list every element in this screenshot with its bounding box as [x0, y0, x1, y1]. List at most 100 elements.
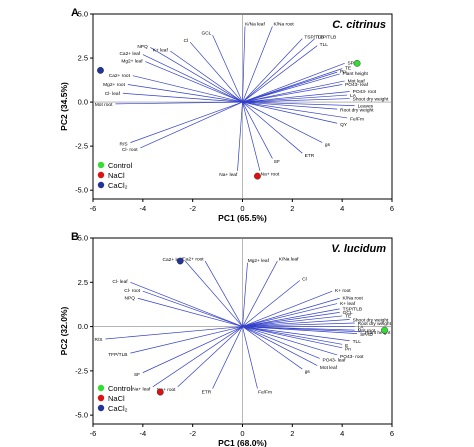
legend-label: CaCl₂: [108, 404, 128, 413]
loading-vector: [242, 73, 340, 103]
vector-label: SF: [274, 159, 280, 165]
y-tick-label: -2.5: [75, 142, 88, 151]
y-tick-label: 2.5: [78, 278, 88, 287]
panel-label: B: [71, 231, 79, 243]
loading-vector: [105, 326, 243, 340]
loading-vector: [242, 326, 338, 356]
loading-vector: [130, 101, 243, 143]
vector-label: PO43- leaf: [345, 82, 369, 88]
vector-label: Shoot dry weight: [353, 96, 389, 102]
loading-vector: [242, 326, 343, 349]
vector-label: Ca2+ leaf: [163, 257, 184, 263]
vector-label: PO43- root: [340, 354, 364, 360]
vector-label: Pn: [340, 69, 346, 75]
loading-vector: [242, 326, 258, 389]
legend-label: NaCl: [108, 171, 125, 180]
legend-marker: [97, 384, 105, 392]
pca-panel-a: A C. citrinus -6 -4 -2 0 2 4 6 5.0 2.5 0.0 -2.5 -5.0 P…: [59, 7, 394, 223]
vector-label: TFP/TLB: [108, 352, 127, 358]
legend-label: Control: [108, 384, 133, 393]
x-tick-label: 4: [340, 429, 344, 438]
sample-point: [353, 59, 361, 67]
vector-label: ETR: [202, 389, 212, 395]
loading-vector: [132, 75, 243, 103]
loading-vector: [242, 326, 343, 345]
vector-label: Na+ leaf: [132, 386, 151, 392]
vector-label: Na+ root: [157, 387, 176, 393]
loading-vector: [242, 262, 248, 327]
vector-label: Plant height: [343, 71, 369, 77]
vector-label: Root dry weight: [358, 321, 392, 327]
x-axis-label: PC1 (68.0%): [218, 438, 267, 447]
species-title: V. lucidum: [331, 243, 386, 255]
y-tick-label: 0.0: [78, 98, 88, 107]
vector-label: E: [345, 343, 348, 349]
loading-vector: [242, 26, 273, 103]
legend-marker: [97, 161, 105, 169]
x-tick-label: -4: [139, 204, 146, 213]
loading-vector: [242, 101, 338, 110]
vector-label: Cl: [184, 38, 189, 44]
vector-label: Mot root: [358, 328, 376, 334]
vector-label: Ca2+ root: [109, 73, 131, 79]
legend-label: NaCl: [108, 394, 125, 403]
vector-label: PO43- root: [353, 89, 377, 95]
vector-label: Fe/Fm: [350, 116, 364, 122]
vector-label: QY: [340, 122, 348, 128]
loading-vector: [242, 315, 343, 327]
loading-vector: [242, 260, 278, 327]
vector-label: Shoot dry weight: [353, 317, 389, 323]
vector-label: K/Na leaf: [245, 21, 265, 27]
loading-vector: [177, 326, 243, 388]
vector-label: LA: [358, 325, 365, 331]
vector-label: Pn: [345, 346, 351, 352]
pca-panel-b: B V. lucidum -6 -4 -2 0 2 4 6 5.0 2.5 0.0 -2.5 -5.0 PC…: [59, 231, 394, 447]
legend-marker: [97, 404, 105, 412]
loading-vector: [242, 45, 318, 103]
x-tick-label: 0: [240, 204, 244, 213]
vector-label: Na+ root: [261, 172, 280, 178]
loading-vector: [142, 290, 243, 327]
loading-vector: [242, 91, 350, 103]
loading-vector: [137, 297, 243, 327]
y-tick-label: 5.0: [78, 234, 88, 243]
loading-vector: [242, 101, 273, 159]
vector-label: Mg2+ leaf: [248, 258, 270, 264]
legend-marker: [97, 171, 105, 179]
loading-vector: [140, 101, 243, 149]
legend-marker: [97, 181, 105, 189]
vector-label: K/Na root: [274, 22, 295, 28]
vector-label: GCL: [202, 30, 212, 36]
vector-label: Na+ leaf: [219, 172, 238, 178]
x-axis-label: PC1 (65.5%): [218, 213, 267, 223]
x-tick-label: -4: [139, 429, 146, 438]
loading-vector: [242, 326, 320, 359]
x-tick-label: -6: [90, 204, 97, 213]
loading-vector: [242, 38, 315, 103]
loading-vector: [242, 84, 343, 103]
loading-vector: [130, 281, 243, 327]
vector-label: Plant height: [365, 330, 391, 336]
vector-label: Mot leaf: [320, 365, 338, 371]
loading-vector: [184, 260, 243, 327]
sample-point: [381, 326, 388, 334]
legend-marker: [97, 394, 105, 402]
x-tick-label: 4: [340, 204, 344, 213]
loading-vector: [242, 101, 323, 143]
vector-label: Fe/Fm: [258, 389, 272, 395]
vector-label: GCL: [343, 310, 353, 316]
loading-vector: [242, 308, 340, 327]
sample-point: [254, 172, 261, 180]
vector-label: TLL: [320, 42, 329, 48]
loading-vector: [242, 101, 348, 119]
loading-vector: [242, 101, 303, 154]
vector-label: TE: [345, 66, 351, 72]
loading-vector: [242, 326, 318, 366]
y-tick-label: 5.0: [78, 10, 88, 19]
vector-label: Mg2+ leaf: [121, 58, 143, 64]
vector-label: Ca2+ leaf: [119, 51, 140, 57]
loading-vector: [142, 326, 243, 373]
loading-vector: [242, 80, 345, 103]
y-axis-label: PC2 (32.0%): [59, 307, 69, 356]
vector-label: Mot root: [95, 102, 113, 108]
